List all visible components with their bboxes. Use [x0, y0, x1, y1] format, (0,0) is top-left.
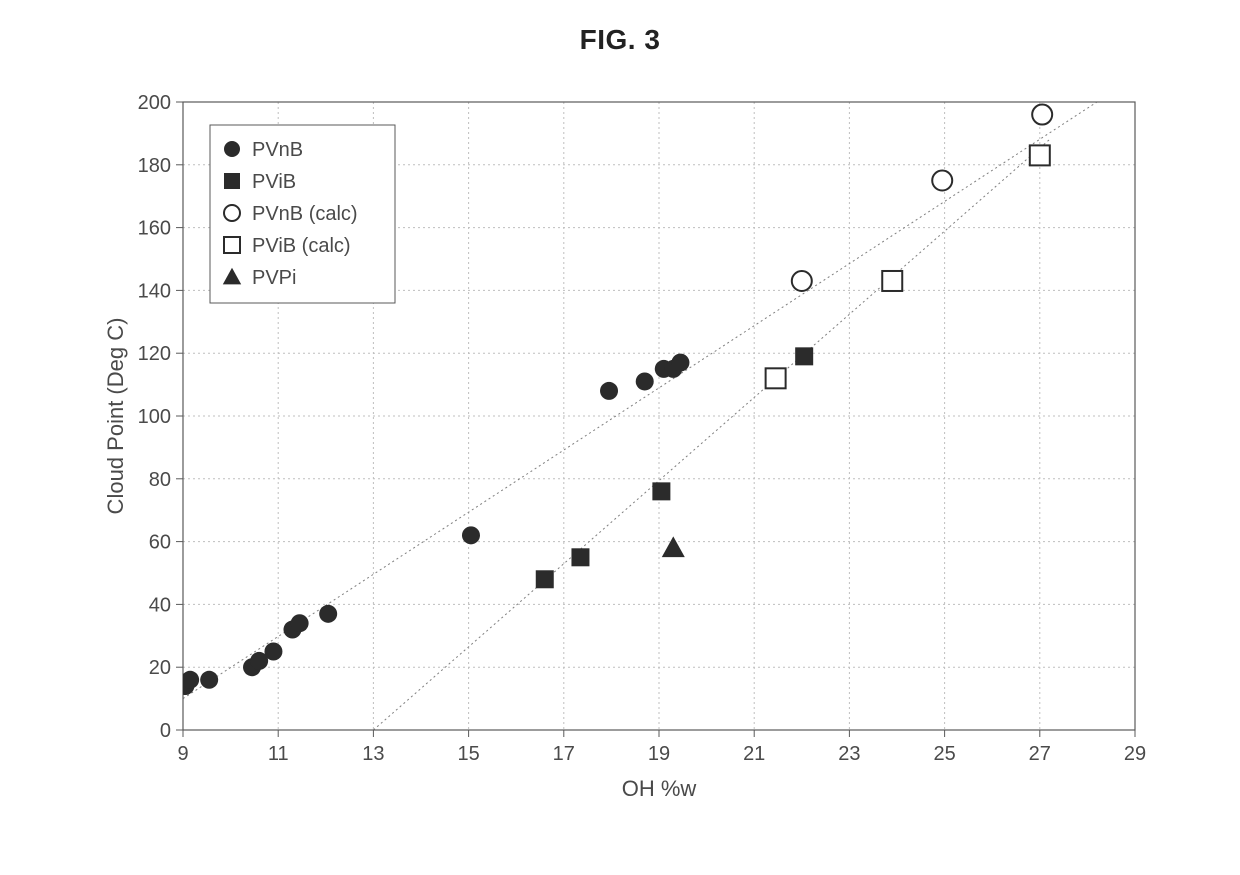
- x-tick-label: 11: [268, 743, 289, 765]
- x-axis-label: OH %w: [622, 776, 697, 801]
- y-tick-label: 200: [138, 92, 171, 114]
- legend-label: PViB: [252, 171, 296, 193]
- legend-label: PVPi: [252, 267, 296, 289]
- legend-label: PVnB: [252, 139, 303, 161]
- legend-label: PVnB (calc): [252, 203, 358, 225]
- scatter-chart: 9 11 13 15 17 19 21 23 25 27 29 0 20 40 60 80 100 120 140 1…: [95, 90, 1150, 820]
- y-tick-label: 20: [149, 657, 171, 679]
- y-tick-label: 60: [149, 532, 171, 554]
- y-tick-label: 80: [149, 469, 171, 491]
- x-tick-label: 17: [553, 743, 575, 765]
- legend: PVnB PViB PVnB (calc) PViB (calc) PVPi: [210, 125, 395, 303]
- x-tick-label: 25: [933, 743, 955, 765]
- x-tick-label: 13: [362, 743, 384, 765]
- y-tick-label: 0: [160, 720, 171, 742]
- legend-label: PViB (calc): [252, 235, 351, 257]
- chart-container: 9 11 13 15 17 19 21 23 25 27 29 0 20 40 60 80 100 120 140 1…: [95, 90, 1150, 820]
- x-tick-label: 27: [1029, 743, 1051, 765]
- x-tick-label: 23: [838, 743, 860, 765]
- x-tick-label: 29: [1124, 743, 1146, 765]
- y-tick-label: 40: [149, 594, 171, 616]
- y-axis-label: Cloud Point (Deg C): [103, 318, 128, 515]
- y-tick-label: 160: [138, 218, 171, 240]
- x-tick-label: 21: [743, 743, 765, 765]
- x-tick-label: 19: [648, 743, 670, 765]
- y-tick-label: 180: [138, 155, 171, 177]
- y-tick-label: 120: [138, 343, 171, 365]
- x-tick-label: 15: [457, 743, 479, 765]
- figure-title: FIG. 3: [0, 24, 1240, 56]
- x-tick-label: 9: [177, 743, 188, 765]
- y-tick-label: 140: [138, 280, 171, 302]
- y-tick-label: 100: [138, 406, 171, 428]
